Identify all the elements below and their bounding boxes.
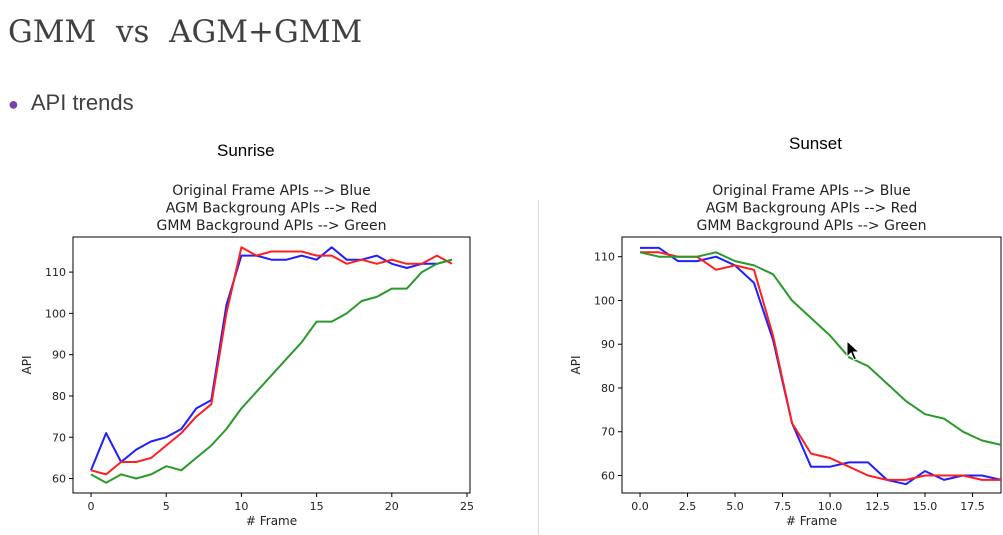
sunrise-title-line-1: AGM Backgroung APIs --> Red	[166, 201, 377, 217]
sunrise-x-tick-label: 5	[163, 500, 170, 513]
sunrise-x-tick-label: 15	[310, 500, 324, 513]
bullet-text: API trends	[30, 90, 134, 115]
sunset-y-axis-label: API	[569, 356, 583, 375]
sunset-y-tick-label: 80	[601, 382, 615, 395]
sunrise-x-tick-label: 20	[385, 500, 399, 513]
bullet-dot-icon: ●	[8, 94, 19, 114]
sunset-y-tick-label: 60	[601, 469, 615, 482]
sunset-title-line-1: AGM Backgroung APIs --> Red	[706, 201, 917, 217]
sunrise-title-line-2: GMM Background APIs --> Green	[156, 218, 386, 234]
sunrise-series-line-0	[90, 246, 453, 471]
sunrise-title-line-0: Original Frame APIs --> Blue	[172, 183, 370, 199]
sunset-x-tick-label: 5.0	[726, 500, 744, 513]
sunrise-series-line-2	[90, 258, 453, 484]
sunset-x-tick-label: 2.5	[679, 500, 697, 513]
sunrise-x-axis-label: # Frame	[246, 514, 297, 528]
sunrise-x-tick-label: 0	[88, 500, 95, 513]
sunset-y-tick-label: 70	[601, 426, 615, 439]
sunrise-x-tick-label: 25	[460, 500, 474, 513]
chart-divider	[538, 200, 539, 535]
sunset-series-line-1	[640, 251, 1001, 481]
sunrise-y-tick-label: 110	[45, 266, 66, 279]
sunset-x-tick-label: 15.0	[913, 500, 938, 513]
sunset-x-axis-label: # Frame	[786, 514, 837, 528]
sunrise-y-tick-label: 100	[45, 307, 66, 320]
sunset-x-tick-label: 12.5	[865, 500, 890, 513]
bullet-item: ● API trends	[8, 90, 134, 116]
slide-title: GMM vs AGM+GMM	[8, 14, 363, 50]
sunrise-y-tick-label: 90	[52, 349, 66, 362]
sunrise-x-tick-label: 10	[234, 500, 248, 513]
sunset-plot-frame	[621, 236, 1002, 494]
mouse-pointer-icon	[846, 339, 861, 366]
chart-caption-sunset: Sunset	[789, 134, 842, 153]
sunrise-y-tick-label: 70	[52, 431, 66, 444]
chart-caption-sunrise: Sunrise	[217, 141, 275, 160]
sunset-y-tick-label: 100	[594, 294, 615, 307]
sunrise-y-tick-label: 60	[52, 473, 66, 486]
sunset-x-tick-label: 7.5	[774, 500, 792, 513]
sunrise-plot-frame	[72, 236, 471, 494]
sunset-x-tick-label: 17.5	[960, 500, 985, 513]
sunset-series-line-2	[639, 251, 1002, 446]
sunrise-series-line-1	[90, 246, 453, 476]
sunset-series-line-0	[640, 246, 1002, 486]
sunrise-y-axis-label: API	[20, 356, 34, 375]
sunset-x-tick-label: 10.0	[818, 500, 843, 513]
sunset-title-line-0: Original Frame APIs --> Blue	[712, 183, 910, 199]
sunset-x-tick-label: 0.0	[631, 500, 649, 513]
sunset-y-tick-label: 90	[601, 338, 615, 351]
sunset-title-line-2: GMM Background APIs --> Green	[696, 218, 926, 234]
sunset-y-tick-label: 110	[594, 251, 615, 264]
sunrise-y-tick-label: 80	[52, 390, 66, 403]
